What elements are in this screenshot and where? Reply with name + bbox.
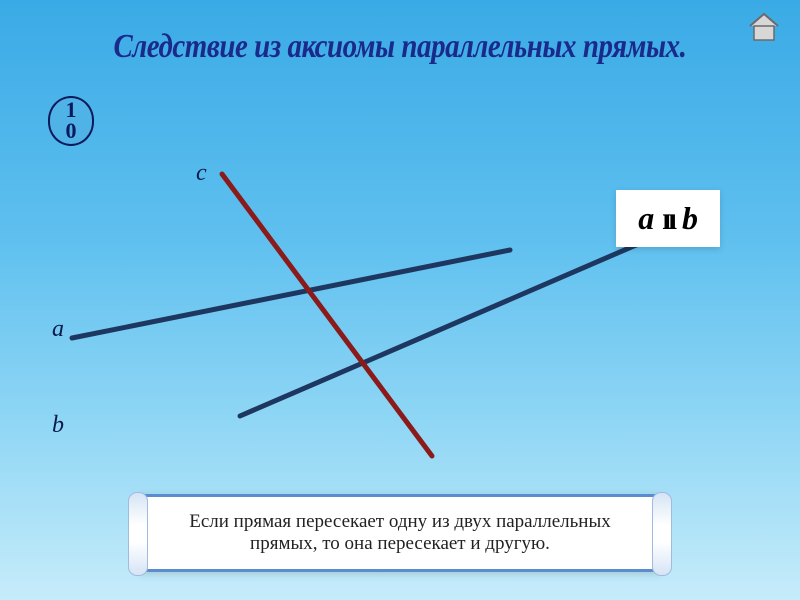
parallel-symbol: ıı bbox=[662, 200, 674, 236]
explanation-scroll: Если прямая пересекает одну из двух пара… bbox=[140, 494, 660, 572]
label-a: a bbox=[52, 316, 64, 343]
page-title: Следствие из аксиомы параллельных прямых… bbox=[114, 28, 687, 66]
label-b: b bbox=[52, 412, 64, 439]
line-c bbox=[222, 174, 432, 456]
line-b bbox=[240, 220, 694, 416]
explanation-text: Если прямая пересекает одну из двух пара… bbox=[189, 511, 611, 554]
diagram bbox=[0, 120, 800, 500]
formula-box: a ıı b bbox=[616, 190, 720, 247]
home-icon[interactable] bbox=[746, 10, 782, 46]
formula-left: a bbox=[638, 200, 654, 236]
label-c: c bbox=[196, 160, 207, 187]
formula-right: b bbox=[682, 200, 698, 236]
